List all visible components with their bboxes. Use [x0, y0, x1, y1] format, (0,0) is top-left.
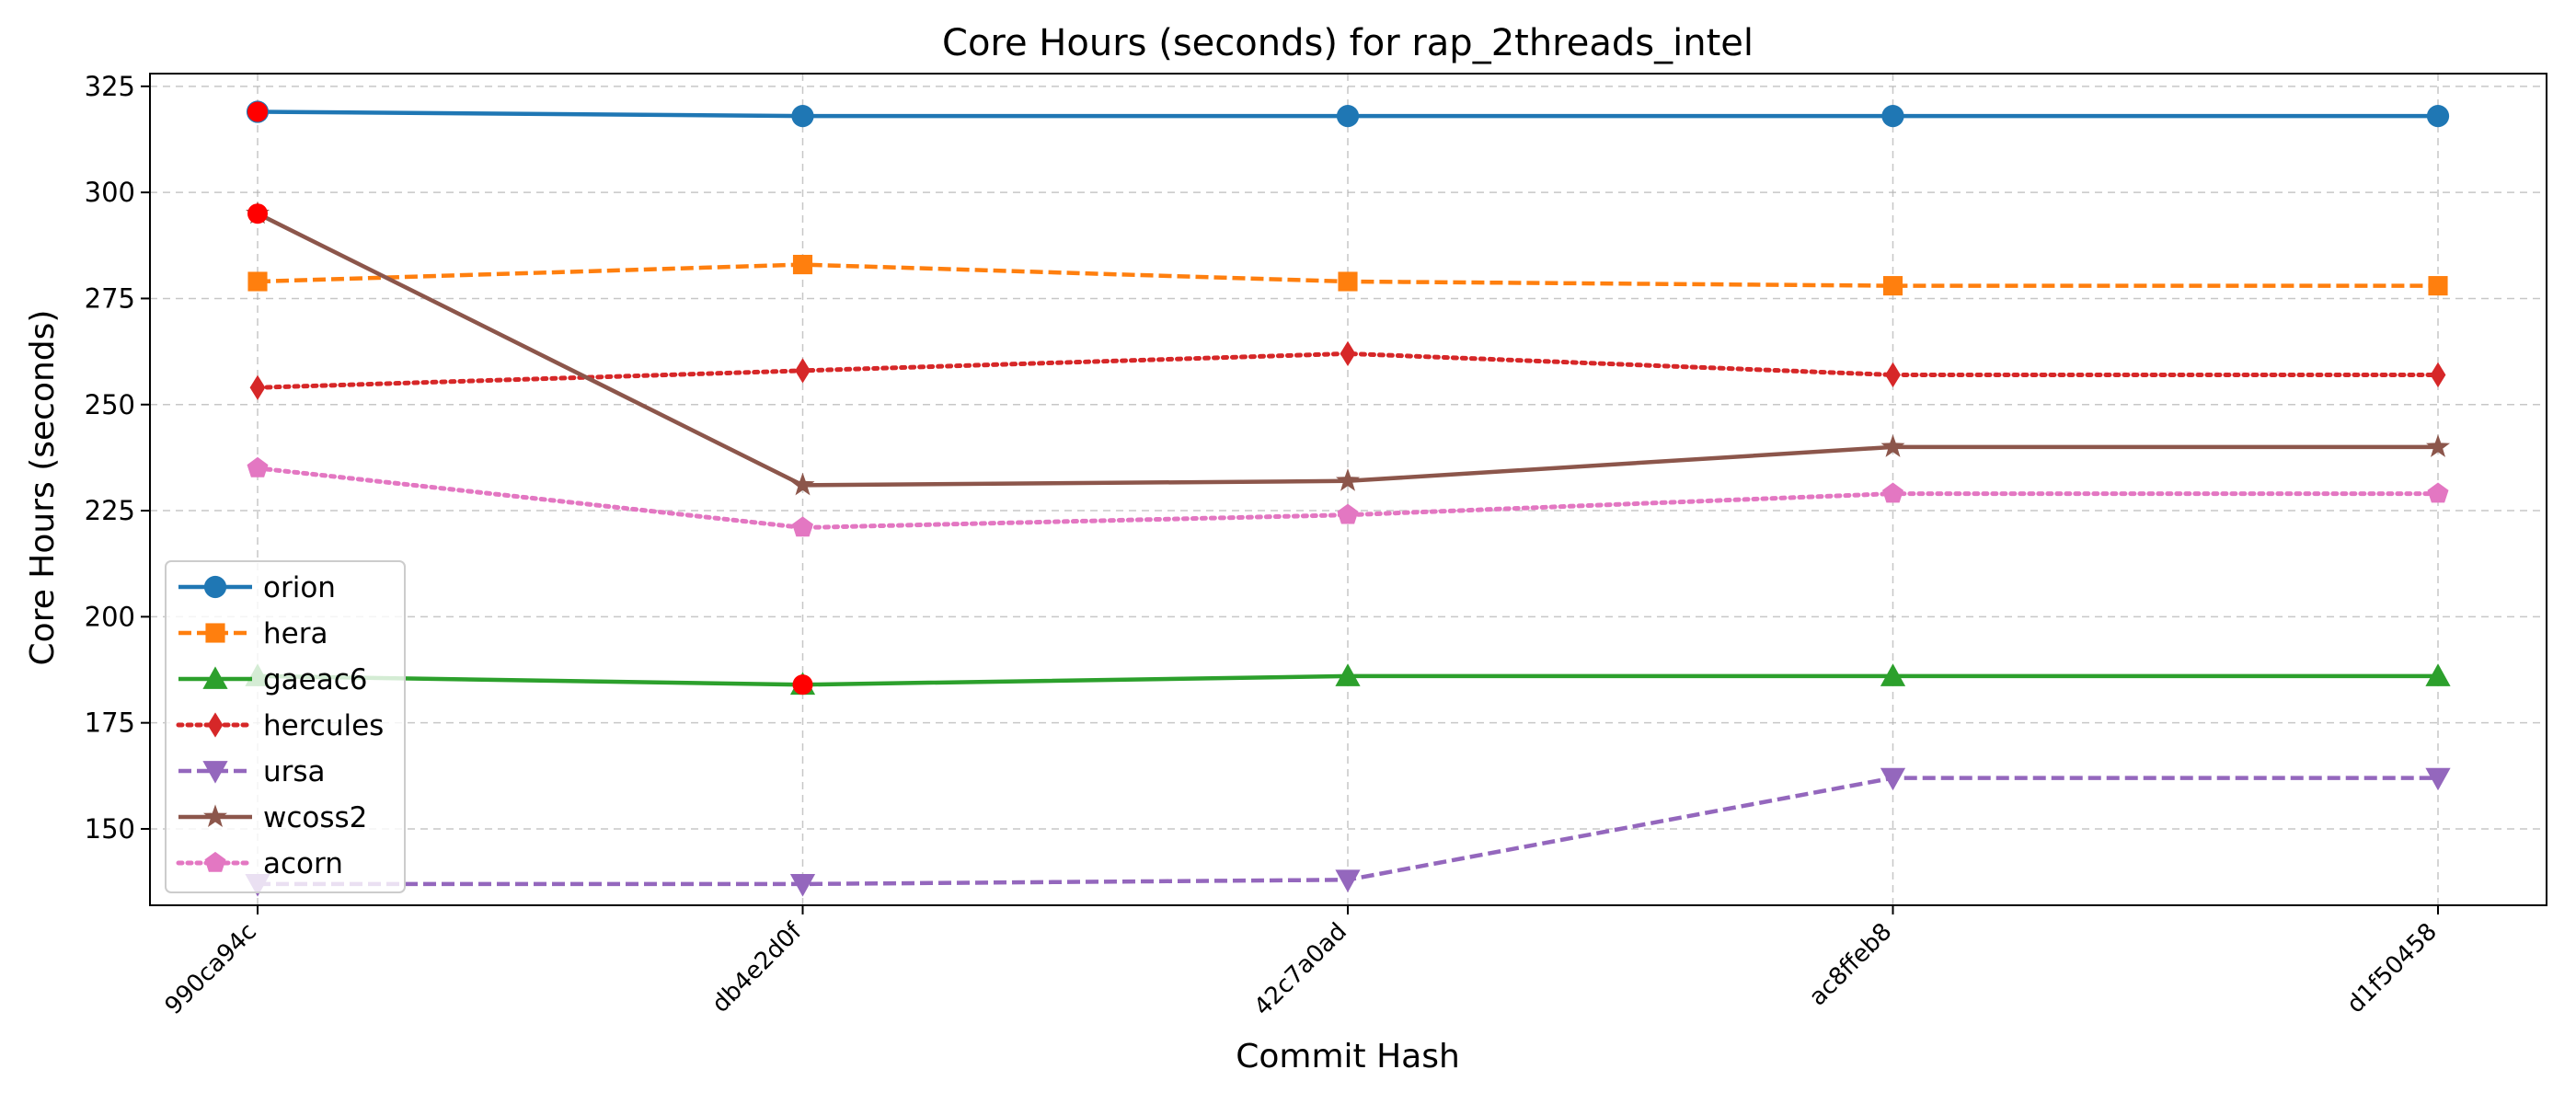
legend-label-hercules: hercules	[263, 709, 384, 742]
data-point-gaeac6	[2425, 663, 2451, 686]
legend-marker-orion	[203, 575, 227, 599]
highlight-point-wcoss2	[247, 203, 268, 224]
y-tick-label: 225	[85, 495, 135, 526]
data-point-ursa	[789, 874, 816, 897]
legend-label-orion: orion	[263, 571, 336, 604]
y-tick-label: 150	[85, 813, 135, 845]
chart-title: Core Hours (seconds) for rap_2threads_in…	[942, 22, 1754, 64]
x-tick-label: 42c7a0ad	[1249, 918, 1352, 1021]
data-point-hera	[1338, 271, 1358, 292]
legend-label-hera: hera	[263, 617, 328, 650]
highlight-point-gaeac6	[792, 674, 813, 696]
y-tick-label: 175	[85, 707, 135, 739]
data-point-wcoss2	[1880, 434, 1905, 457]
data-point-acorn	[247, 456, 269, 477]
legend-item-hercules: hercules	[176, 709, 384, 742]
x-tick-label: ac8ffeb8	[1804, 918, 1898, 1012]
data-point-wcoss2	[1336, 468, 1360, 491]
legend-label-wcoss2: wcoss2	[263, 801, 367, 834]
legend-marker-hercules	[207, 712, 224, 738]
legend-item-gaeac6: gaeac6	[178, 663, 368, 696]
legend-item-wcoss2: wcoss2	[178, 801, 367, 834]
legend: orion hera gaeac6 hercules ursa wcoss2 acorn	[165, 560, 406, 893]
data-point-hera	[2428, 276, 2448, 296]
legend-marker-acorn	[204, 851, 226, 872]
y-tick-label: 275	[85, 282, 135, 314]
y-tick-label: 325	[85, 71, 135, 102]
data-point-hercules	[2430, 362, 2446, 388]
legend-label-ursa: ursa	[263, 755, 326, 788]
y-tick-label: 250	[85, 389, 135, 420]
legend-item-acorn: acorn	[176, 847, 343, 880]
series-line-ursa	[258, 776, 2438, 887]
data-point-wcoss2	[2426, 434, 2450, 457]
x-tick-label: db4e2d0f	[707, 917, 808, 1018]
x-axis: 990ca94c db4e2d0f 42c7a0ad ac8ffeb8 d1f50458	[160, 905, 2443, 1021]
data-point-ursa	[1880, 767, 1906, 791]
series-layer	[245, 100, 2451, 897]
highlight-layer	[247, 101, 813, 696]
legend-item-ursa: ursa	[178, 755, 326, 788]
series-hera	[247, 254, 2448, 296]
data-point-orion	[2426, 105, 2450, 128]
data-point-gaeac6	[1880, 663, 1906, 686]
legend-marker-ursa	[202, 761, 228, 784]
data-point-orion	[1881, 105, 1904, 128]
data-point-hercules	[1885, 362, 1901, 388]
data-point-ursa	[1335, 869, 1361, 892]
data-point-ursa	[2425, 767, 2451, 791]
data-point-gaeac6	[1335, 663, 1361, 686]
data-point-wcoss2	[790, 472, 815, 496]
data-point-acorn	[792, 516, 813, 537]
highlight-point-orion	[247, 101, 268, 122]
series-gaeac6	[245, 663, 2451, 696]
x-tick-label: d1f50458	[2341, 918, 2443, 1019]
y-tick-label: 200	[85, 601, 135, 632]
legend-marker-wcoss2	[203, 804, 227, 827]
grid	[150, 74, 2547, 905]
y-axis: 150 175 200 225 250 275 300 325	[85, 71, 150, 845]
x-axis-title: Commit Hash	[1236, 1038, 1460, 1075]
legend-box	[165, 560, 406, 893]
data-point-hercules	[1340, 340, 1356, 366]
data-point-acorn	[1337, 503, 1359, 524]
series-acorn	[247, 456, 2449, 537]
legend-marker-gaeac6	[202, 666, 228, 689]
y-tick-label: 300	[85, 177, 135, 208]
legend-label-acorn: acorn	[263, 847, 343, 880]
data-point-orion	[1336, 105, 1360, 128]
data-point-hera	[1882, 276, 1903, 296]
data-point-orion	[791, 105, 814, 128]
legend-item-hera: hera	[178, 617, 328, 650]
data-point-acorn	[1882, 482, 1903, 503]
legend-label-gaeac6: gaeac6	[263, 663, 368, 696]
x-tick-label: 990ca94c	[160, 918, 262, 1020]
data-point-hera	[792, 254, 813, 275]
legend-marker-hera	[205, 623, 225, 643]
series-hercules	[249, 340, 2446, 400]
legend-item-orion: orion	[178, 571, 336, 604]
data-point-hercules	[249, 374, 266, 400]
data-point-hercules	[795, 358, 811, 384]
data-point-acorn	[2427, 482, 2449, 503]
data-point-hera	[247, 271, 268, 292]
y-axis-title: Core Hours (seconds)	[24, 310, 62, 666]
